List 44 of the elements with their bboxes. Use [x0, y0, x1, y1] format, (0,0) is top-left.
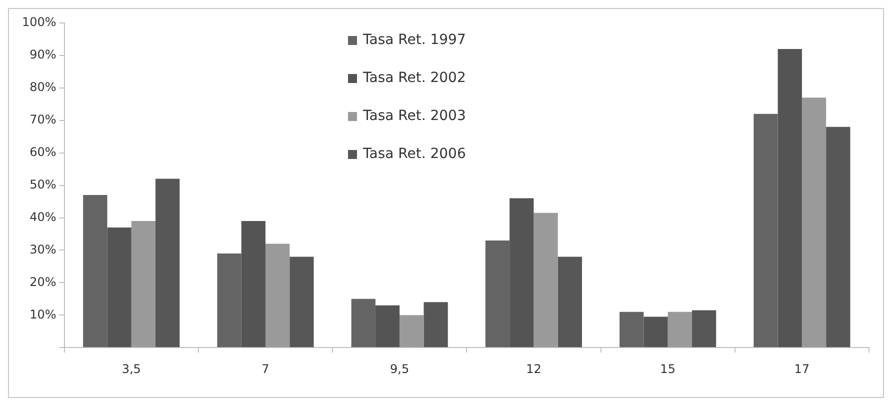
bar	[265, 244, 290, 348]
bar	[107, 228, 132, 348]
legend-label: Tasa Ret. 2002	[363, 70, 466, 86]
bar	[802, 98, 826, 348]
bar	[534, 212, 558, 348]
bar	[351, 298, 376, 348]
bar	[156, 178, 180, 348]
x-tick-label: 3,5	[122, 362, 141, 376]
bar	[778, 48, 802, 348]
y-tick-label: 40%	[30, 210, 56, 224]
bar	[558, 256, 582, 348]
bar	[668, 312, 692, 348]
legend-label: Tasa Ret. 2003	[363, 108, 466, 124]
y-tick-label: 70%	[30, 112, 56, 127]
x-tick-label: 7	[262, 362, 270, 376]
y-tick-label: 90%	[30, 48, 56, 62]
bar	[644, 316, 668, 348]
bar	[83, 195, 108, 348]
bar	[375, 305, 400, 348]
x-tick-label: 15	[660, 362, 676, 376]
bar	[510, 198, 534, 348]
legend-label: Tasa Ret. 1997	[363, 32, 466, 48]
bar	[620, 312, 644, 348]
y-tick-label: 50%	[30, 177, 56, 192]
bar	[826, 126, 850, 348]
x-tick-label: 17	[794, 362, 810, 376]
bar	[131, 221, 156, 348]
bar	[424, 302, 448, 348]
x-tick-label: 12	[526, 362, 542, 376]
y-tick-label: 30%	[30, 242, 56, 256]
bar	[241, 221, 266, 348]
y-tick-label: 10%	[30, 307, 56, 322]
bar	[692, 310, 716, 348]
bar	[217, 253, 242, 348]
bar	[400, 315, 424, 348]
x-tick-label: 9,5	[390, 362, 410, 376]
bar	[754, 114, 778, 348]
y-tick-label: 80%	[30, 80, 56, 94]
y-tick-label: 20%	[30, 274, 56, 289]
y-tick-label: 100%	[22, 15, 56, 30]
legend-label: Tasa Ret. 2006	[363, 146, 466, 162]
y-tick-label: 60%	[30, 144, 56, 159]
bar	[290, 256, 314, 348]
bar	[485, 240, 510, 348]
